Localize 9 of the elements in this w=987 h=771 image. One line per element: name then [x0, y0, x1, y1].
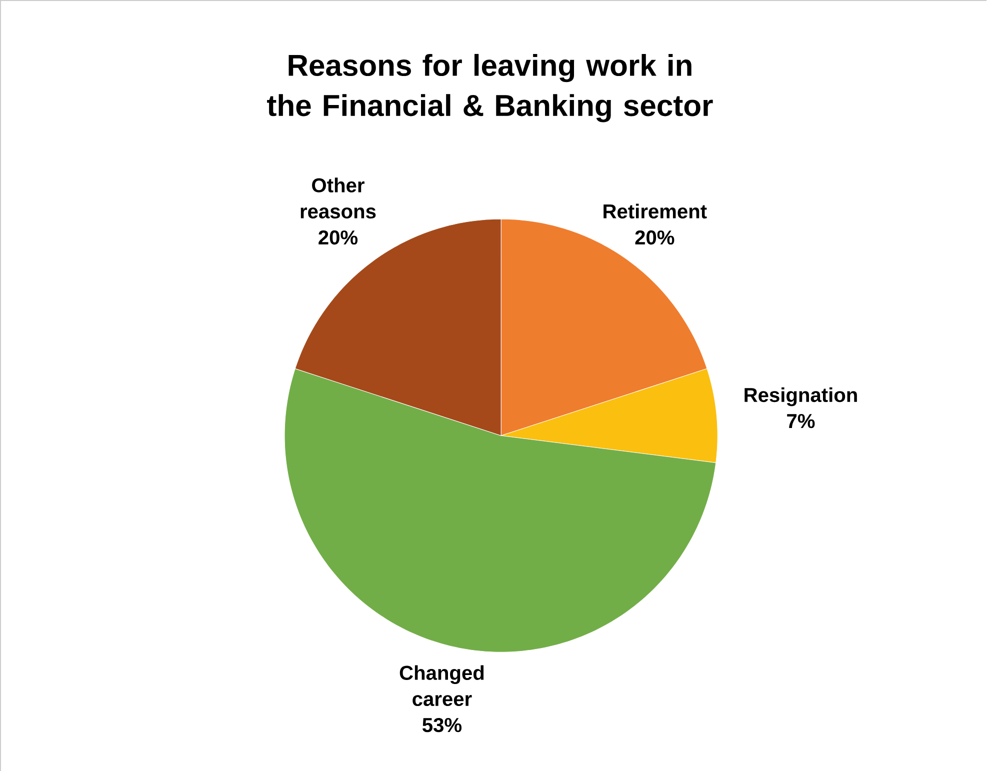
- data-label: 7%: [787, 414, 815, 428]
- chart-title: Reasons for leaving work in the Financial & Banking sector: [267, 54, 713, 122]
- slice-label: Resignation: [744, 387, 857, 406]
- data-label: 20%: [635, 230, 674, 244]
- slice-label: Other reasons: [300, 177, 376, 218]
- data-label: 53%: [422, 718, 462, 732]
- slice-label: Retirement: [604, 204, 707, 218]
- data-label: 20%: [318, 230, 358, 244]
- slice-label: Changed career: [400, 665, 484, 706]
